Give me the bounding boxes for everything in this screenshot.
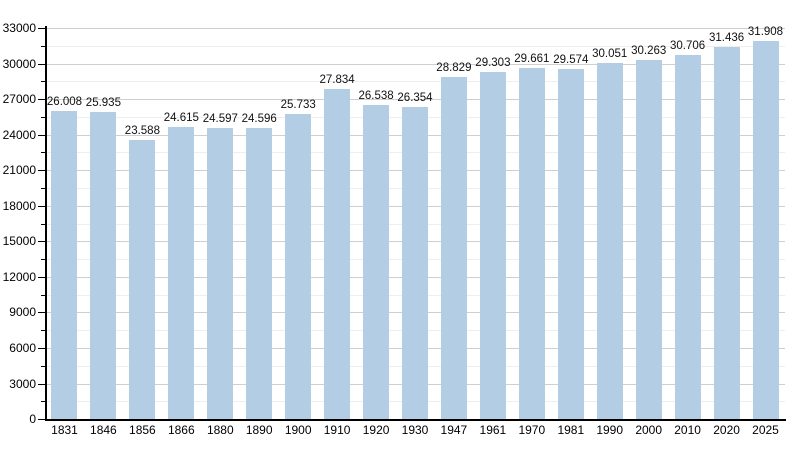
y-tick-label: 3000 xyxy=(9,376,36,391)
x-tick-label: 2025 xyxy=(752,423,779,437)
y-tick-label: 21000 xyxy=(2,163,36,178)
y-tick-mark xyxy=(38,99,45,101)
bar[interactable] xyxy=(51,110,78,419)
y-tick-label: 6000 xyxy=(9,340,36,355)
y-tick-label: 18000 xyxy=(2,198,36,213)
bar[interactable] xyxy=(168,127,195,419)
y-tick-mark xyxy=(38,419,45,420)
y-tick-mark-minor xyxy=(41,365,45,367)
bar-value-label: 31.436 xyxy=(709,31,745,44)
y-tick-mark-minor xyxy=(41,81,45,83)
bar[interactable] xyxy=(479,71,506,419)
y-tick-mark-minor xyxy=(41,152,45,154)
y-tick-mark xyxy=(38,276,45,278)
x-tick-label: 2000 xyxy=(635,423,663,437)
y-tick-label: 15000 xyxy=(2,234,36,249)
bar[interactable] xyxy=(129,139,156,419)
bar[interactable] xyxy=(713,46,740,419)
x-tick-label: 1910 xyxy=(323,423,351,437)
plot-area xyxy=(45,28,785,419)
bar-value-label: 26.538 xyxy=(358,89,394,102)
y-tick-mark xyxy=(38,312,45,314)
bar-value-label: 30.263 xyxy=(631,45,667,58)
y-tick-label: 12000 xyxy=(2,269,36,284)
y-tick-mark-minor xyxy=(41,188,45,189)
y-tick-mark xyxy=(38,205,45,207)
bar-value-label: 27.834 xyxy=(319,74,355,87)
bar-value-label: 30.051 xyxy=(592,47,628,60)
bar-value-label: 30.706 xyxy=(670,40,706,53)
bar-value-label: 26.354 xyxy=(397,91,433,104)
x-tick-label: 1920 xyxy=(362,423,390,437)
bar[interactable] xyxy=(518,67,545,419)
y-tick-mark xyxy=(38,28,45,29)
bars-layer xyxy=(45,28,785,419)
bar[interactable] xyxy=(674,55,701,419)
bar-value-label: 29.574 xyxy=(553,53,589,66)
y-tick-mark-minor xyxy=(41,223,45,225)
bar[interactable] xyxy=(596,62,623,419)
y-tick-mark-minor xyxy=(41,330,45,332)
y-tick-mark-minor xyxy=(41,116,45,118)
y-axis-labels: 0 3000 6000 9000 12000 15000 18000 21000 24000 27… xyxy=(0,0,36,450)
y-tick-mark xyxy=(38,383,45,385)
y-tick-label: 30000 xyxy=(2,56,36,71)
x-tick-label: 1970 xyxy=(518,423,546,437)
bar-value-label: 25.935 xyxy=(85,96,121,109)
x-tick-label: 1856 xyxy=(129,423,156,437)
x-axis-line xyxy=(45,419,786,421)
x-tick-label: 1961 xyxy=(479,423,507,437)
bar-value-label: 24.615 xyxy=(163,112,199,125)
x-tick-label: 1866 xyxy=(167,423,195,437)
x-tick-label: 1900 xyxy=(284,423,312,437)
x-tick-label: 1981 xyxy=(557,423,585,437)
x-tick-label: 1890 xyxy=(245,423,273,437)
bar[interactable] xyxy=(635,60,662,419)
y-tick-label: 33000 xyxy=(2,21,36,35)
x-tick-label: 1990 xyxy=(596,423,624,437)
bar-value-label: 29.661 xyxy=(514,52,550,65)
bar-value-label: 24.597 xyxy=(202,112,238,125)
bar[interactable] xyxy=(285,114,312,419)
bar[interactable] xyxy=(402,106,429,419)
y-tick-mark xyxy=(38,170,45,172)
x-tick-label: 1947 xyxy=(440,423,468,437)
bar-value-label: 26.008 xyxy=(46,95,83,108)
bar[interactable] xyxy=(557,68,584,419)
x-tick-label: 1846 xyxy=(90,423,117,437)
bar-value-label: 31.908 xyxy=(747,25,784,38)
y-axis-line xyxy=(45,26,47,420)
bar[interactable] xyxy=(752,40,779,419)
y-tick-mark-minor xyxy=(41,294,45,296)
y-tick-mark-minor xyxy=(41,401,45,403)
bar-value-label: 24.596 xyxy=(241,112,277,125)
y-tick-mark xyxy=(38,241,45,243)
y-tick-label: 27000 xyxy=(2,92,36,107)
y-tick-label: 24000 xyxy=(2,127,36,142)
bar-value-label: 29.303 xyxy=(475,56,511,69)
y-tick-label: 0 xyxy=(29,412,36,426)
y-tick-mark xyxy=(38,63,45,65)
x-tick-label: 2010 xyxy=(674,423,701,437)
bar-value-label: 23.588 xyxy=(124,124,160,137)
x-tick-label: 1930 xyxy=(401,423,429,437)
x-tick-label: 2020 xyxy=(713,423,740,437)
y-tick-mark-minor xyxy=(41,45,45,47)
y-tick-mark xyxy=(38,347,45,349)
bar[interactable] xyxy=(90,111,117,419)
y-tick-mark xyxy=(38,134,45,136)
bar[interactable] xyxy=(440,77,467,419)
bar[interactable] xyxy=(207,127,234,419)
y-tick-mark-minor xyxy=(41,259,45,260)
bar-value-label: 25.733 xyxy=(280,99,316,112)
x-tick-label: 1831 xyxy=(51,423,78,437)
bar[interactable] xyxy=(324,89,351,419)
bar[interactable] xyxy=(246,127,273,419)
bar[interactable] xyxy=(363,104,390,419)
x-tick-label: 1880 xyxy=(206,423,234,437)
bar-value-label: 28.829 xyxy=(436,62,472,75)
y-tick-label: 9000 xyxy=(9,305,36,320)
